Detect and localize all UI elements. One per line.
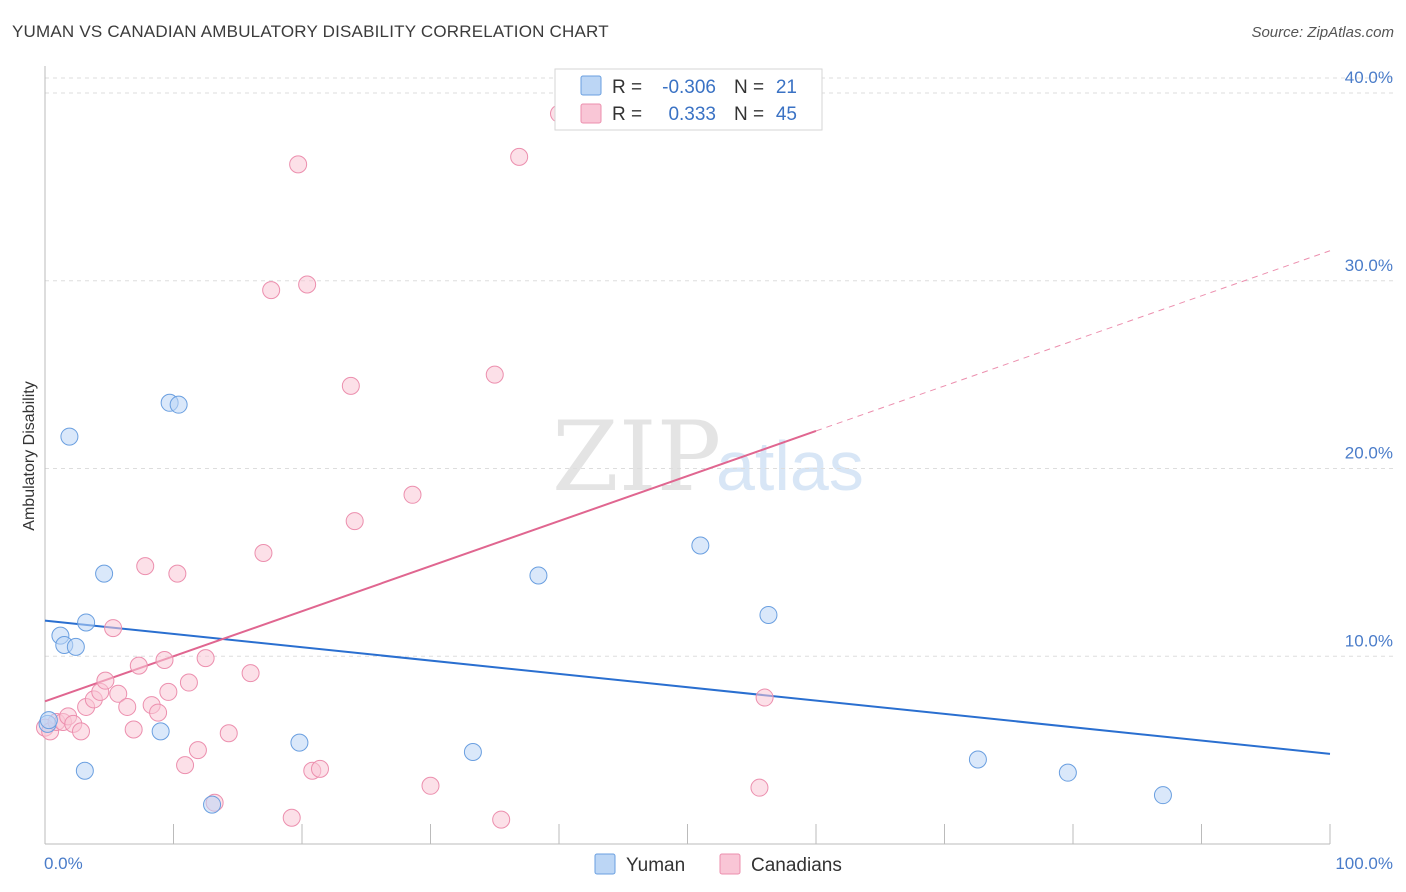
point-yuman	[60, 427, 79, 446]
point-canadians	[188, 741, 207, 760]
point-canadians	[109, 684, 128, 703]
point-yuman	[1153, 786, 1172, 805]
trend-line-canadians-extension	[815, 250, 1331, 432]
point-yuman	[691, 536, 710, 555]
point-canadians	[71, 722, 90, 741]
bottom-legend-swatch-yuman	[594, 853, 616, 875]
legend-swatch-yuman	[580, 75, 602, 96]
point-yuman	[1058, 763, 1077, 782]
point-canadians	[124, 720, 143, 739]
point-yuman	[95, 564, 114, 583]
point-canadians	[510, 147, 529, 166]
legend-r-value-canadians: 0.333	[668, 104, 716, 125]
point-yuman	[39, 711, 58, 730]
point-canadians	[159, 682, 178, 701]
point-canadians	[179, 673, 198, 692]
point-canadians	[241, 664, 260, 683]
source-label: Source: ZipAtlas.com	[1251, 24, 1394, 41]
point-canadians	[136, 557, 155, 576]
point-canadians	[254, 543, 273, 562]
trend-line-canadians	[44, 430, 817, 703]
point-canadians	[485, 365, 504, 384]
trend-line-yuman	[44, 619, 1331, 755]
point-yuman	[759, 605, 778, 624]
trend-lines	[44, 250, 1331, 755]
point-canadians	[341, 376, 360, 395]
data-points	[36, 104, 1172, 829]
point-canadians	[310, 759, 329, 778]
chart-title: YUMAN VS CANADIAN AMBULATORY DISABILITY …	[12, 22, 609, 41]
legend-r-label-yuman: R =	[612, 77, 642, 98]
y-tick-label: 10.0%	[1345, 631, 1393, 650]
point-canadians	[282, 808, 301, 827]
point-yuman	[151, 722, 170, 741]
y-tick-labels: 10.0% 20.0% 30.0% 40.0%	[1345, 68, 1393, 650]
point-canadians	[149, 703, 168, 722]
bottom-legend-label-canadians: Canadians	[751, 855, 842, 876]
point-yuman	[529, 566, 548, 585]
y-tick-label: 30.0%	[1345, 256, 1393, 275]
bottom-legend: Yuman Canadians	[594, 853, 842, 876]
legend-r-label-canadians: R =	[612, 104, 642, 125]
point-canadians	[755, 688, 774, 707]
point-canadians	[104, 619, 123, 638]
point-canadians	[298, 275, 317, 294]
y-tick-label: 20.0%	[1345, 444, 1393, 463]
point-yuman	[75, 761, 94, 780]
legend-n-value-yuman: 21	[776, 77, 797, 98]
watermark-atlas: atlas	[716, 427, 864, 505]
gridlines	[45, 77, 1393, 657]
point-yuman	[290, 733, 309, 752]
bottom-legend-swatch-canadians	[719, 853, 741, 875]
y-axis-label: Ambulatory Disability	[21, 381, 38, 530]
point-canadians	[421, 776, 440, 795]
point-canadians	[403, 485, 422, 504]
point-canadians	[168, 564, 187, 583]
legend-n-label-yuman: N =	[734, 77, 764, 98]
point-canadians	[118, 697, 137, 716]
point-canadians	[176, 756, 195, 775]
legend-n-value-canadians: 45	[776, 104, 797, 125]
point-canadians	[345, 512, 364, 531]
point-canadians	[96, 671, 115, 690]
legend-r-value-yuman: -0.306	[662, 77, 716, 98]
legend-box: R = -0.306 N = 21 R = 0.333 N = 45	[554, 68, 823, 131]
point-canadians	[155, 651, 174, 670]
point-yuman	[66, 637, 85, 656]
x-tick-label-min: 0.0%	[44, 854, 83, 873]
y-tick-label: 40.0%	[1345, 68, 1393, 87]
legend-swatch-canadians	[580, 103, 602, 124]
point-canadians	[219, 724, 238, 743]
point-canadians	[492, 810, 511, 829]
point-canadians	[289, 155, 308, 174]
legend-n-label-canadians: N =	[734, 104, 764, 125]
x-tick-label-max: 100.0%	[1335, 854, 1393, 873]
watermark-zip: ZIP	[552, 401, 721, 513]
point-canadians	[262, 281, 281, 300]
point-yuman	[169, 395, 188, 414]
bottom-legend-label-yuman: Yuman	[626, 855, 685, 876]
point-canadians	[196, 649, 215, 668]
point-yuman	[463, 743, 482, 762]
point-canadians	[750, 778, 769, 797]
point-yuman	[968, 750, 987, 769]
point-yuman	[77, 613, 96, 632]
point-yuman	[203, 795, 222, 814]
point-canadians	[129, 656, 148, 675]
